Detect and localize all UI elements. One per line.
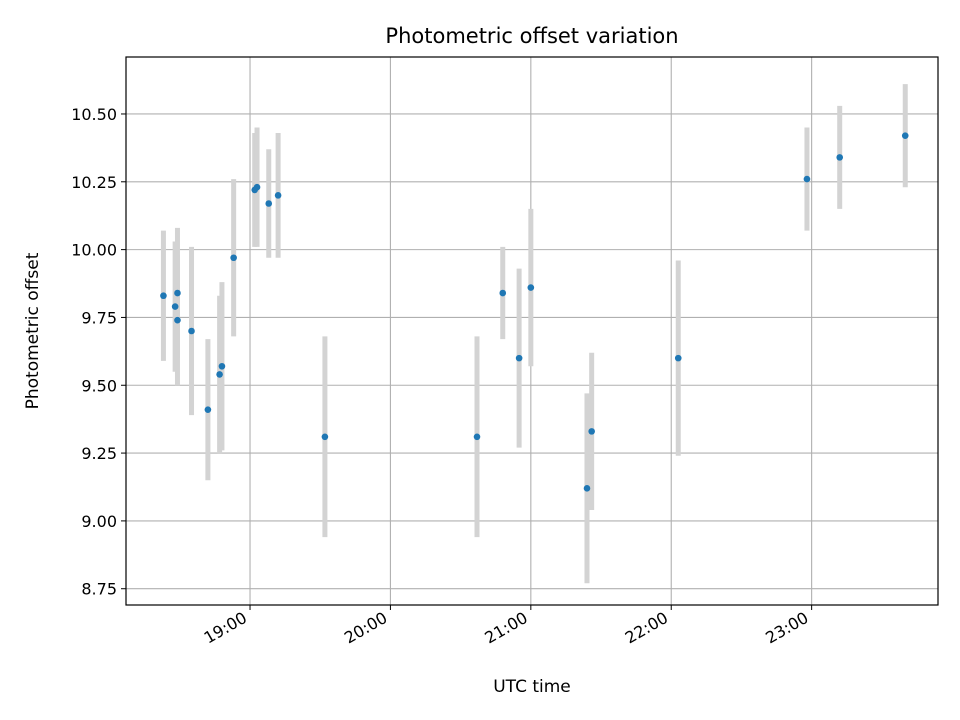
data-point — [901, 132, 909, 139]
y-tick-label: 9.50 — [81, 376, 117, 395]
data-point — [253, 183, 261, 191]
data-point — [515, 354, 523, 362]
data-point — [265, 200, 273, 207]
data-point — [674, 354, 682, 362]
data-point — [803, 175, 811, 183]
y-tick-label: 9.00 — [81, 512, 117, 531]
y-tick-label: 10.00 — [71, 241, 117, 260]
x-axis-label: UTC time — [493, 677, 571, 697]
data-point — [499, 289, 507, 297]
y-tick-label: 8.75 — [81, 580, 117, 599]
plot-frame — [125, 56, 939, 606]
y-tick-label: 9.25 — [81, 444, 117, 463]
y-tick-label: 10.50 — [71, 105, 117, 124]
y-tick-label: 10.25 — [71, 173, 117, 192]
data-point — [160, 292, 167, 300]
y-axis-label: Photometric offset — [23, 252, 43, 409]
data-point — [171, 303, 179, 310]
data-point — [588, 428, 595, 435]
y-axis-ticks: 8.75 9.00 9.25 9.50 9.75 10.00 10.25 10.50 — [71, 105, 126, 599]
data-point — [583, 485, 591, 492]
chart-title: Photometric offset variation — [385, 24, 678, 48]
data-point — [218, 362, 226, 370]
grid — [126, 57, 938, 605]
data-point — [230, 254, 237, 262]
data-points — [160, 132, 909, 492]
data-point — [836, 154, 844, 161]
data-point — [174, 316, 181, 324]
data-point — [216, 371, 223, 378]
data-point — [204, 406, 212, 413]
data-point — [527, 284, 535, 291]
data-point — [188, 327, 195, 335]
data-point — [274, 192, 282, 199]
data-point — [174, 289, 181, 297]
data-point — [473, 433, 481, 441]
data-point — [321, 433, 329, 441]
y-tick-label: 9.75 — [81, 308, 117, 327]
